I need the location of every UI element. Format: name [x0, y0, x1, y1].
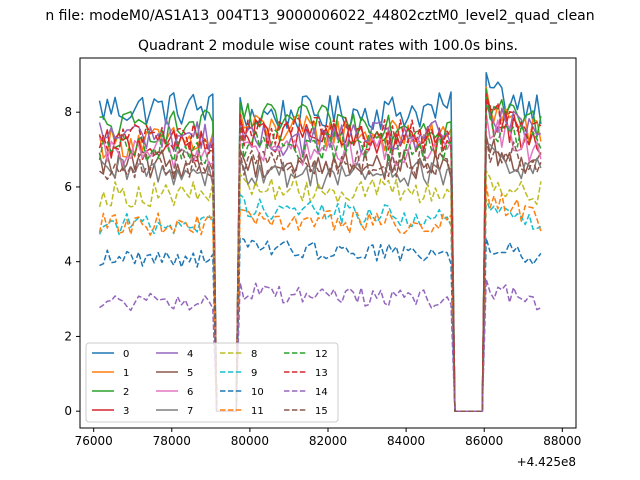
legend-label-0: 0	[123, 349, 129, 360]
x-tick-label: 80000	[231, 434, 269, 448]
legend-label-14: 14	[315, 387, 328, 398]
legend-box	[85, 342, 339, 423]
legend-label-4: 4	[187, 349, 193, 360]
legend-label-3: 3	[123, 406, 129, 417]
x-tick-label: 86000	[465, 434, 503, 448]
legend-label-5: 5	[187, 368, 193, 379]
legend-label-6: 6	[187, 387, 193, 398]
legend-label-12: 12	[315, 349, 328, 360]
y-tick-label: 6	[64, 180, 72, 194]
plot-area	[98, 71, 542, 412]
axis-ticks: 76000 78000 80000 82000 84000 86000 88000 0 2 4 6 8	[64, 105, 581, 448]
legend-label-15: 15	[315, 406, 328, 417]
legend-label-10: 10	[251, 387, 264, 398]
legend-label-2: 2	[123, 387, 129, 398]
legend-label-7: 7	[187, 406, 193, 417]
legend-label-1: 1	[123, 368, 129, 379]
x-tick-label: 82000	[309, 434, 347, 448]
chart-title: Quadrant 2 module wise count rates with …	[138, 38, 518, 54]
x-offset-label: +4.425e8	[517, 455, 576, 469]
y-tick-label: 8	[64, 105, 72, 119]
chart-suptitle: n file: modeM0/AS1A13_004T13_9000006022_…	[45, 8, 594, 24]
y-tick-label: 2	[64, 329, 72, 343]
series-line-10	[99, 236, 542, 412]
series-line-15	[99, 134, 542, 412]
legend-label-9: 9	[251, 368, 257, 379]
legend-label-8: 8	[251, 349, 257, 360]
y-tick-label: 4	[64, 255, 72, 269]
x-tick-label: 84000	[387, 434, 425, 448]
series-line-14	[99, 278, 542, 412]
legend-label-11: 11	[251, 406, 264, 417]
legend-label-13: 13	[315, 368, 328, 379]
x-tick-label: 88000	[543, 434, 581, 448]
y-tick-label: 0	[64, 404, 72, 418]
x-tick-label: 76000	[75, 434, 113, 448]
x-tick-label: 78000	[153, 434, 191, 448]
